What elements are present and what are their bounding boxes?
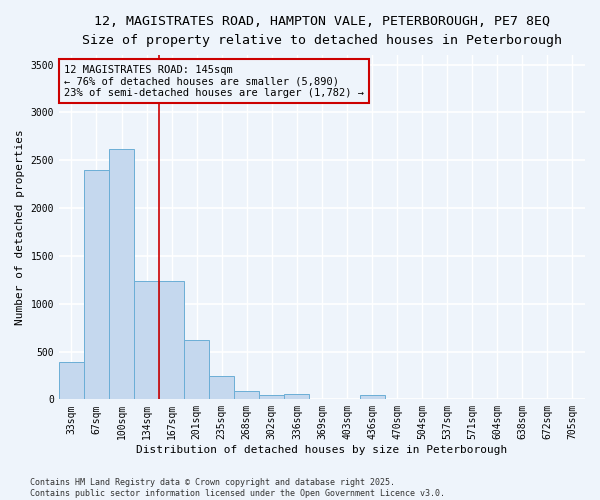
Text: 12 MAGISTRATES ROAD: 145sqm
← 76% of detached houses are smaller (5,890)
23% of : 12 MAGISTRATES ROAD: 145sqm ← 76% of det… xyxy=(64,64,364,98)
X-axis label: Distribution of detached houses by size in Peterborough: Distribution of detached houses by size … xyxy=(136,445,508,455)
Bar xyxy=(109,149,134,400)
Bar xyxy=(134,281,159,400)
Bar xyxy=(184,340,209,400)
Bar xyxy=(59,362,84,400)
Bar xyxy=(359,394,385,400)
Bar xyxy=(84,170,109,400)
Title: 12, MAGISTRATES ROAD, HAMPTON VALE, PETERBOROUGH, PE7 8EQ
Size of property relat: 12, MAGISTRATES ROAD, HAMPTON VALE, PETE… xyxy=(82,15,562,47)
Bar xyxy=(159,281,184,400)
Text: Contains HM Land Registry data © Crown copyright and database right 2025.
Contai: Contains HM Land Registry data © Crown c… xyxy=(30,478,445,498)
Bar xyxy=(234,390,259,400)
Bar xyxy=(284,394,310,400)
Bar xyxy=(209,376,234,400)
Y-axis label: Number of detached properties: Number of detached properties xyxy=(15,130,25,325)
Bar xyxy=(259,394,284,400)
